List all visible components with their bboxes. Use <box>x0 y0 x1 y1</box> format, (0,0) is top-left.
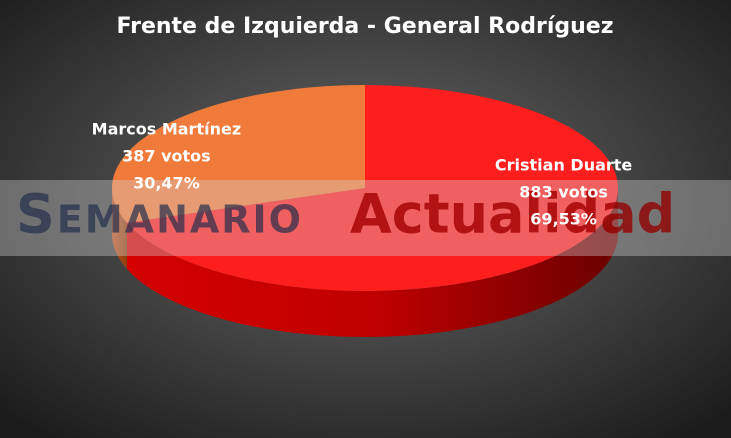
chart-title: Frente de Izquierda - General Rodríguez <box>116 14 613 39</box>
watermark-band <box>0 180 731 256</box>
percent-label: 30,47% <box>133 174 200 193</box>
watermark: Semanario Actualidad <box>0 180 731 256</box>
labels: Cristian Duarte 883 votos 69,53% Marcos Mar… <box>92 120 633 229</box>
value-label: 883 votos <box>519 182 608 201</box>
percent-label: 69,53% <box>530 209 597 228</box>
slice-label: Cristian Duarte <box>495 155 633 174</box>
pie <box>112 85 619 337</box>
slice-side <box>112 188 127 269</box>
watermark-text: Semanario <box>16 183 303 246</box>
slice <box>126 85 619 291</box>
value-label: 387 votos <box>122 147 211 166</box>
slice-side <box>126 188 618 337</box>
slice-label: Marcos Martínez <box>92 120 241 139</box>
watermark-text: Actualidad <box>350 183 675 246</box>
slice <box>112 85 366 223</box>
